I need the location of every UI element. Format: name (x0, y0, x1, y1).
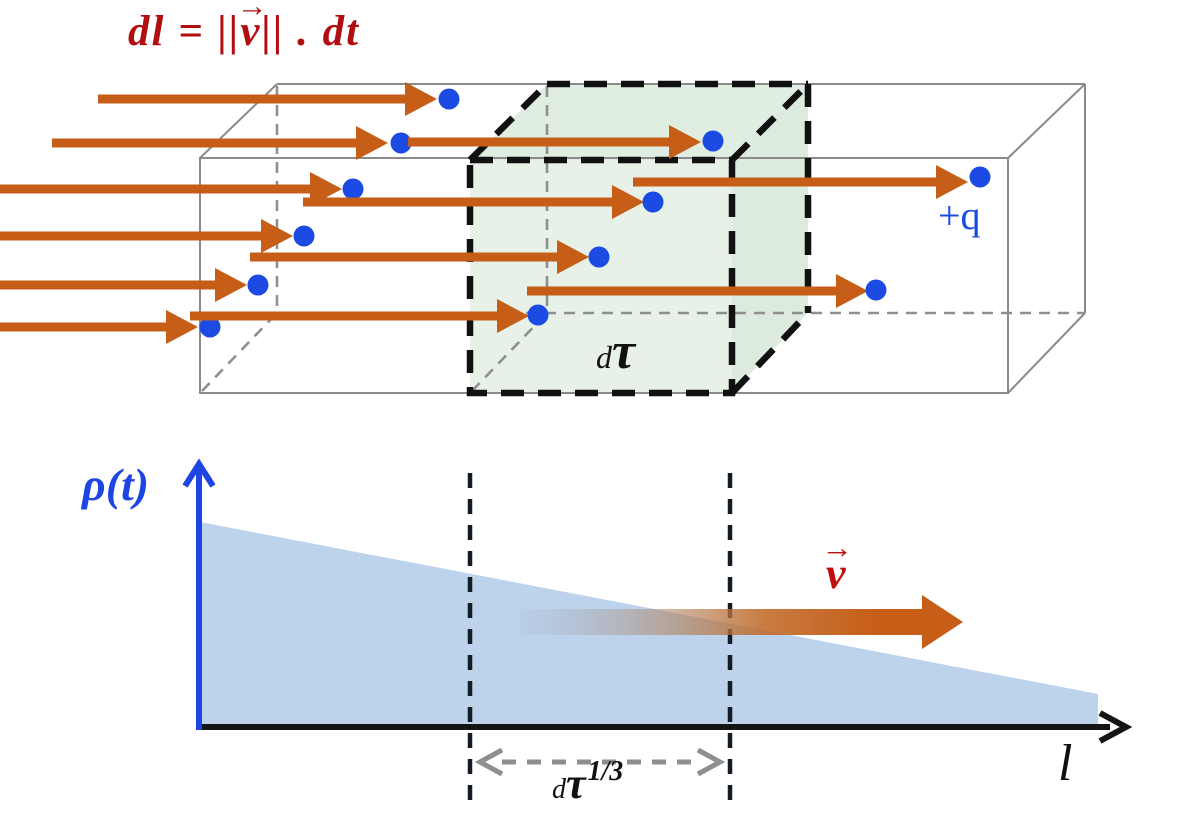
measure-right-arrowhead-icon (696, 747, 726, 777)
charge-velocity-arrowhead-icon (836, 274, 868, 308)
slab-width-tau: τ (566, 759, 586, 808)
y-axis-arrowhead-icon (182, 458, 216, 488)
charge-dot (247, 274, 269, 296)
density-axis-label: ρ(t) (82, 459, 150, 510)
slab-width-exponent: 1/3 (587, 756, 624, 787)
charge-dot (199, 316, 221, 338)
volume-bottom-right-diagonal (729, 310, 811, 396)
charge-label: +q (938, 193, 981, 238)
formula-v-vector: → v (237, 0, 268, 55)
charge-dot (642, 191, 664, 213)
charge-velocity-arrowhead-icon (936, 165, 968, 199)
formula-v: v (240, 8, 262, 55)
measure-left-arrowhead-icon (474, 747, 504, 777)
charge-velocity-arrowhead-icon (261, 219, 293, 253)
charge-dot (588, 246, 610, 268)
volume-side-face (732, 84, 808, 393)
density-plot (182, 458, 1133, 800)
charge-arrows (0, 82, 991, 344)
velocity-gradient-arrow-icon (520, 595, 963, 649)
charge-velocity-arrowhead-icon (405, 82, 437, 116)
x-axis (196, 710, 1133, 744)
x-axis-arrowhead-icon (1098, 710, 1133, 744)
volume-element-edges (466, 80, 812, 397)
y-axis (182, 458, 216, 730)
volume-front-outline (466, 156, 736, 397)
velocity-label: → v (821, 532, 853, 598)
slab-width-d: d (552, 774, 566, 805)
velocity-v-vector: → v (821, 532, 853, 598)
charge-dot (969, 166, 991, 188)
charge-velocity-arrowhead-icon (166, 310, 198, 344)
charge-dot (702, 130, 724, 152)
vector-arrow-icon: → (236, 0, 268, 23)
charge-dot (390, 132, 412, 154)
formula-pre: dl = || (128, 8, 241, 55)
volume-label: dτ (596, 326, 635, 378)
velocity-vector-arrow-icon: → (821, 530, 853, 566)
formula-post: || . dt (261, 8, 361, 55)
box-bottom-right-diagonal (1007, 312, 1086, 394)
charge-dot (342, 178, 364, 200)
volume-top-right-diagonal (729, 81, 811, 163)
charge-velocity-arrowhead-icon (497, 299, 529, 333)
volume-label-d: d (596, 339, 612, 375)
volume-front-face (470, 160, 732, 393)
length-axis-label: l (1058, 735, 1073, 792)
charge-velocity-arrowhead-icon (215, 268, 247, 302)
width-measure-arrow (474, 747, 726, 777)
charge-velocity-arrowhead-icon (557, 240, 589, 274)
volume-top-left-diagonal (467, 81, 550, 163)
formula-dl-equals-v-dt: dl = || → v|| . dt (128, 0, 361, 55)
charge-dot (293, 225, 315, 247)
charge-velocity-arrowhead-icon (669, 125, 701, 159)
charge-dot (438, 88, 460, 110)
charge-dot (527, 304, 549, 326)
box-top-right-diagonal (1007, 83, 1086, 159)
slab-width-label: dτ1/3 (552, 758, 623, 808)
charge-velocity-arrowhead-icon (356, 126, 388, 160)
charge-dot (865, 279, 887, 301)
volume-label-tau: τ (612, 323, 636, 380)
velocity-v: v (826, 549, 846, 598)
charge-velocity-arrowhead-icon (612, 185, 644, 219)
slab-marker-lines (467, 473, 733, 800)
